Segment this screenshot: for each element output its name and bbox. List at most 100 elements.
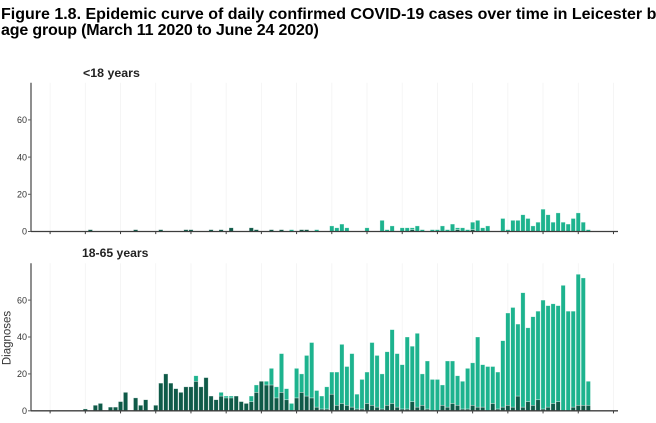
bar-segment-dark	[344, 404, 350, 412]
bar-segment-teal	[570, 310, 576, 408]
bar-segment-teal	[228, 395, 234, 399]
figure-title: Figure 1.8. Epidemic curve of daily conf…	[1, 7, 656, 39]
bar-segment-teal	[465, 368, 471, 410]
bar-segment-dark	[505, 404, 511, 412]
bar-segment-teal	[455, 227, 460, 230]
bar-segment-dark	[364, 403, 370, 412]
bar-segment-teal	[389, 329, 395, 404]
bar-segment-teal	[334, 371, 340, 406]
bar-segment-dark	[535, 399, 541, 412]
bar-segment-teal	[314, 390, 320, 408]
y-tick-label: 20	[17, 190, 27, 200]
bar-segment-dark	[263, 384, 269, 412]
bar-segment-dark	[243, 403, 249, 412]
bar-segment-teal	[580, 277, 586, 406]
bar-segment-teal	[510, 220, 516, 232]
bar-segment-teal	[475, 220, 481, 232]
bar-segment-teal	[409, 227, 415, 230]
bar-segment-teal	[565, 310, 571, 412]
bar-segment-teal	[585, 380, 591, 406]
bar-segment-teal	[550, 221, 556, 232]
bar-segment-dark	[253, 392, 259, 412]
y-tick-label: 40	[17, 332, 27, 342]
bar-segment-teal	[445, 360, 450, 408]
bar-segment-teal	[570, 218, 576, 232]
bar-segment-dark	[339, 403, 345, 412]
y-axis-label: Diagnoses	[2, 311, 14, 366]
bar-segment-dark	[133, 397, 139, 412]
bar-segment-dark	[258, 380, 264, 412]
bar-segment-dark	[419, 404, 425, 412]
bar-segment-dark	[188, 386, 194, 412]
bar-segment-dark	[490, 403, 496, 412]
bar-segment-teal	[575, 212, 581, 232]
bar-segment-dark	[455, 404, 460, 412]
bar-segment-teal	[515, 323, 521, 397]
bar-segment-dark	[208, 395, 214, 412]
bar-segment-teal	[560, 285, 566, 412]
bar-segment-dark	[299, 392, 305, 412]
bar-segment-teal	[329, 371, 335, 395]
bar-segment-teal	[289, 403, 295, 412]
bar-segment-teal	[535, 221, 541, 232]
bar-segment-dark	[223, 397, 229, 412]
bar-segment-teal	[440, 225, 445, 232]
bar-segment-teal	[218, 392, 224, 397]
y-tick-label: 60	[17, 295, 27, 305]
bar-segment-dark	[183, 386, 189, 412]
bar-segment-teal	[470, 221, 476, 230]
bar-segment-dark	[309, 397, 315, 412]
bar-segment-teal	[409, 345, 415, 402]
bar-segment-teal	[223, 395, 229, 399]
panel-18-65: 18-65 years Diagnoses 0 20 40 60	[2, 246, 618, 416]
bar-segment-teal	[424, 360, 430, 410]
bar-segment-dark	[193, 380, 199, 412]
bar-segment-teal	[414, 225, 420, 232]
bar-segment-dark	[550, 403, 556, 412]
bar-segment-teal	[520, 292, 526, 408]
bar-segment-dark	[470, 404, 476, 412]
bar-segment-teal	[580, 221, 586, 232]
bar-segment-teal	[565, 223, 571, 232]
bar-segment-dark	[168, 382, 174, 412]
bar-segment-teal	[575, 273, 581, 406]
figure-title-line-2: age group (March 11 2020 to June 24 2020…	[1, 22, 319, 39]
bar-segment-dark	[138, 404, 144, 412]
bar-segment-teal	[434, 379, 440, 412]
bar-segment-teal	[535, 310, 541, 401]
bars	[87, 208, 591, 232]
bar-segment-dark	[440, 404, 445, 412]
bar-segment-dark	[158, 382, 164, 412]
bar-segment-dark	[334, 404, 340, 412]
bar-segment-teal	[384, 351, 390, 406]
bar-segment-teal	[525, 327, 531, 402]
bar-segment-teal	[339, 223, 345, 232]
bar-segment-teal	[389, 225, 395, 232]
bar-segment-teal	[525, 218, 531, 232]
bar-segment-dark	[163, 373, 169, 412]
bar-segment-teal	[359, 379, 365, 410]
bar-segment-teal	[294, 368, 300, 399]
bar-segment-teal	[319, 395, 325, 410]
bar-segment-teal	[399, 364, 405, 410]
bar-segment-dark	[178, 392, 184, 412]
bar-segment-teal	[540, 208, 546, 232]
bar-segment-teal	[339, 344, 345, 404]
bar-segment-teal	[253, 384, 259, 393]
bar-segment-teal	[299, 373, 305, 393]
bar-segment-teal	[429, 379, 435, 412]
bar-segment-teal	[274, 386, 279, 399]
bar-segment-teal	[450, 360, 455, 404]
bar-segment-teal	[505, 312, 511, 406]
bar-segment-teal	[540, 299, 546, 410]
bar-segment-teal	[520, 214, 526, 232]
bar-segment-teal	[279, 353, 284, 393]
bar-segment-dark	[369, 404, 375, 412]
bar-segment-teal	[268, 368, 274, 386]
bar-segment-teal	[550, 303, 556, 404]
bar-segment-teal	[460, 380, 466, 410]
y-tick-label: 20	[17, 369, 27, 379]
bar-segment-teal	[263, 380, 269, 386]
bar-segment-teal	[404, 336, 410, 410]
